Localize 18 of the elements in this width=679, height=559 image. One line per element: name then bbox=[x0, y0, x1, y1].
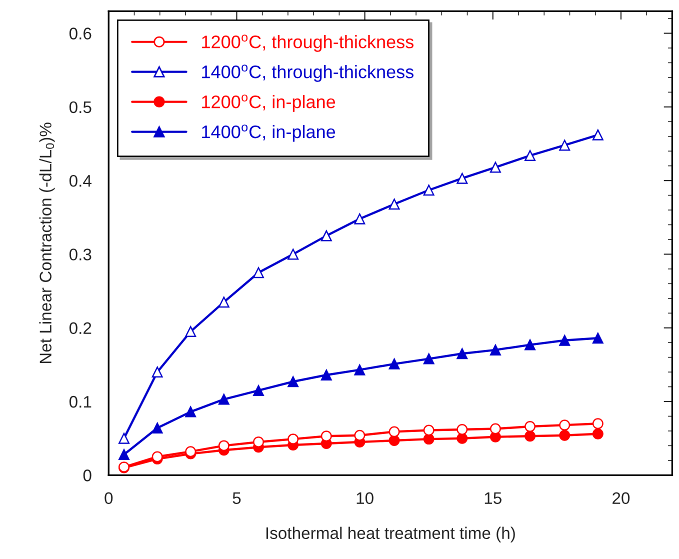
y-tick-label: 0.3 bbox=[69, 248, 92, 260]
y-tick-label: 0.5 bbox=[69, 101, 92, 114]
y-tick-label: 0.6 bbox=[69, 28, 92, 40]
legend-label: 1200$^{o}$C, through-thickness bbox=[202, 34, 414, 52]
y-tick-label: 0.4 bbox=[69, 174, 92, 187]
y-tick-label: 0.1 bbox=[69, 396, 92, 408]
legend-label: 1200$^{o}$C, in-plane bbox=[202, 94, 336, 112]
x-tick-label: 10 bbox=[356, 492, 374, 504]
legend-label: 1400$^{o}$C, through-thickness bbox=[202, 64, 414, 82]
x-axis-title: Isothermal heat treatment time (h) bbox=[266, 526, 515, 542]
y-tick-label: 0 bbox=[83, 470, 92, 482]
x-tick-label: 0 bbox=[104, 492, 113, 504]
legend-label: 1400$^{o}$C, in-plane bbox=[202, 124, 336, 142]
x-tick-label: 20 bbox=[612, 492, 630, 504]
y-tick-label: 0.2 bbox=[69, 322, 92, 334]
x-tick-label: 5 bbox=[232, 492, 241, 504]
y-axis-title: Net Linear Contraction (-dL/L$_{0}$)% bbox=[39, 122, 55, 364]
x-tick-label: 15 bbox=[484, 492, 502, 504]
